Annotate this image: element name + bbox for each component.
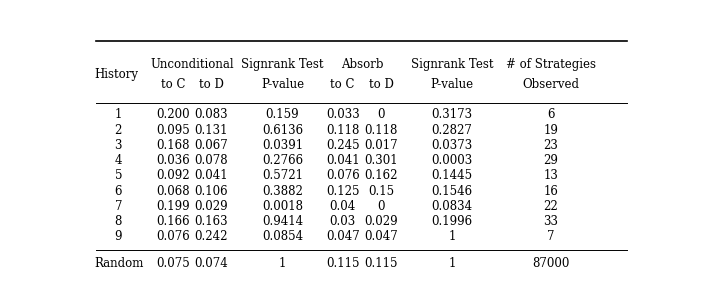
Text: 0.15: 0.15: [368, 184, 394, 197]
Text: 0.0854: 0.0854: [262, 230, 303, 243]
Text: 0.301: 0.301: [364, 154, 397, 167]
Text: # of Strategies: # of Strategies: [505, 58, 596, 71]
Text: to C: to C: [330, 78, 355, 91]
Text: 23: 23: [543, 139, 558, 152]
Text: 0.131: 0.131: [195, 123, 228, 136]
Text: Signrank Test: Signrank Test: [241, 58, 324, 71]
Text: 1: 1: [114, 108, 122, 121]
Text: 4: 4: [114, 154, 122, 167]
Text: 0.074: 0.074: [194, 257, 228, 270]
Text: 33: 33: [543, 215, 558, 228]
Text: 0.106: 0.106: [195, 184, 228, 197]
Text: 0.168: 0.168: [156, 139, 190, 152]
Text: 0: 0: [377, 108, 385, 121]
Text: 1: 1: [448, 230, 456, 243]
Text: 1: 1: [279, 257, 286, 270]
Text: 0.6136: 0.6136: [262, 123, 303, 136]
Text: 2: 2: [114, 123, 122, 136]
Text: 0.0391: 0.0391: [262, 139, 303, 152]
Text: 22: 22: [543, 200, 558, 213]
Text: P-value: P-value: [431, 78, 474, 91]
Text: 8: 8: [114, 215, 122, 228]
Text: 0.083: 0.083: [195, 108, 228, 121]
Text: 0.075: 0.075: [156, 257, 190, 270]
Text: 19: 19: [543, 123, 558, 136]
Text: 0.0834: 0.0834: [431, 200, 473, 213]
Text: 0.118: 0.118: [364, 123, 397, 136]
Text: 0.0018: 0.0018: [262, 200, 303, 213]
Text: 0.162: 0.162: [364, 169, 397, 182]
Text: to D: to D: [369, 78, 393, 91]
Text: 0.115: 0.115: [326, 257, 359, 270]
Text: 6: 6: [114, 184, 122, 197]
Text: 0.047: 0.047: [364, 230, 398, 243]
Text: 16: 16: [543, 184, 558, 197]
Text: 0.017: 0.017: [364, 139, 397, 152]
Text: 0.03: 0.03: [330, 215, 356, 228]
Text: 0.200: 0.200: [156, 108, 190, 121]
Text: 0.041: 0.041: [195, 169, 228, 182]
Text: 0.2766: 0.2766: [262, 154, 303, 167]
Text: 0.3882: 0.3882: [262, 184, 303, 197]
Text: History: History: [95, 68, 139, 81]
Text: 3: 3: [114, 139, 122, 152]
Text: 0.047: 0.047: [325, 230, 359, 243]
Text: 0.036: 0.036: [156, 154, 190, 167]
Text: 0.029: 0.029: [195, 200, 228, 213]
Text: 0.0373: 0.0373: [431, 139, 473, 152]
Text: 7: 7: [114, 200, 122, 213]
Text: 0.125: 0.125: [326, 184, 359, 197]
Text: 0.166: 0.166: [156, 215, 190, 228]
Text: 0: 0: [377, 200, 385, 213]
Text: 1: 1: [448, 257, 456, 270]
Text: 0.029: 0.029: [364, 215, 397, 228]
Text: 7: 7: [547, 230, 554, 243]
Text: 6: 6: [547, 108, 554, 121]
Text: 0.3173: 0.3173: [431, 108, 473, 121]
Text: 0.1546: 0.1546: [431, 184, 473, 197]
Text: 0.092: 0.092: [156, 169, 190, 182]
Text: 0.068: 0.068: [156, 184, 190, 197]
Text: 0.242: 0.242: [195, 230, 228, 243]
Text: 29: 29: [543, 154, 558, 167]
Text: to C: to C: [161, 78, 185, 91]
Text: 0.095: 0.095: [156, 123, 190, 136]
Text: 13: 13: [543, 169, 558, 182]
Text: 0.1996: 0.1996: [431, 215, 473, 228]
Text: 0.0003: 0.0003: [431, 154, 473, 167]
Text: Observed: Observed: [522, 78, 579, 91]
Text: 0.076: 0.076: [325, 169, 359, 182]
Text: 87000: 87000: [532, 257, 569, 270]
Text: 0.163: 0.163: [195, 215, 228, 228]
Text: 0.245: 0.245: [326, 139, 359, 152]
Text: 5: 5: [114, 169, 122, 182]
Text: Random: Random: [95, 257, 144, 270]
Text: 0.115: 0.115: [364, 257, 397, 270]
Text: 0.078: 0.078: [195, 154, 228, 167]
Text: 9: 9: [114, 230, 122, 243]
Text: Signrank Test: Signrank Test: [411, 58, 493, 71]
Text: 0.2827: 0.2827: [431, 123, 472, 136]
Text: 0.118: 0.118: [326, 123, 359, 136]
Text: 0.199: 0.199: [156, 200, 190, 213]
Text: Absorb: Absorb: [340, 58, 383, 71]
Text: to D: to D: [199, 78, 224, 91]
Text: P-value: P-value: [261, 78, 304, 91]
Text: 0.067: 0.067: [194, 139, 228, 152]
Text: 0.076: 0.076: [156, 230, 190, 243]
Text: 0.9414: 0.9414: [262, 215, 303, 228]
Text: 0.04: 0.04: [330, 200, 356, 213]
Text: 0.041: 0.041: [326, 154, 359, 167]
Text: 0.033: 0.033: [325, 108, 359, 121]
Text: 0.1445: 0.1445: [431, 169, 473, 182]
Text: 0.159: 0.159: [265, 108, 299, 121]
Text: Unconditional: Unconditional: [150, 58, 234, 71]
Text: 0.5721: 0.5721: [262, 169, 303, 182]
